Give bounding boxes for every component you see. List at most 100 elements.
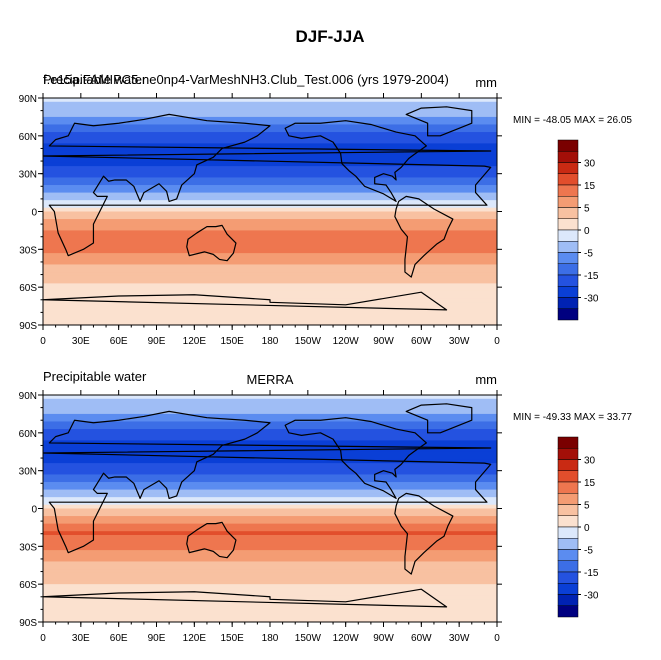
- contour-band: [43, 203, 497, 209]
- panel-2-units: mm: [475, 372, 497, 387]
- figure-title: DJF-JJA: [296, 27, 365, 46]
- colorbar-label: 0: [584, 523, 590, 534]
- contour-band: [43, 230, 497, 235]
- contour-band: [43, 215, 497, 220]
- contour-band: [43, 98, 497, 103]
- y-tick-label: 0: [31, 208, 37, 219]
- x-tick-label: 120E: [183, 336, 207, 347]
- contour-band: [43, 124, 497, 129]
- colorbar-box: [557, 184, 579, 197]
- contour-band: [43, 512, 497, 517]
- contour-band: [43, 226, 497, 232]
- contour-band: [43, 546, 497, 551]
- colorbar-box: [557, 504, 579, 516]
- contour-band: [43, 147, 497, 152]
- contour-band: [43, 268, 497, 273]
- contour-band: [43, 584, 497, 589]
- colorbar-box: [557, 538, 579, 550]
- colorbar-label: 15: [584, 478, 596, 489]
- contour-band: [43, 321, 497, 325]
- colorbar-box: [557, 549, 579, 561]
- contour-band: [43, 618, 497, 622]
- coastline: [43, 113, 492, 257]
- colorbar-label: 15: [584, 181, 596, 192]
- panel-2-center-title: MERRA: [247, 372, 294, 387]
- contour-band: [43, 207, 497, 213]
- contour-band: [43, 283, 497, 288]
- contour-band: [43, 317, 497, 322]
- contour-band: [43, 614, 497, 619]
- contour-band: [43, 395, 497, 400]
- contour-band: [43, 531, 497, 536]
- contour-band: [43, 550, 497, 555]
- x-tick-label: 120E: [183, 633, 207, 644]
- contour-band: [43, 516, 497, 521]
- contour-band: [43, 425, 497, 430]
- contour-band: [43, 429, 497, 434]
- contour-band: [43, 200, 497, 205]
- colorbar-box: [557, 583, 579, 595]
- x-tick-label: 90W: [373, 633, 394, 644]
- contour-band: [43, 162, 497, 167]
- colorbar-box: [557, 605, 579, 618]
- x-tick-label: 60E: [110, 633, 128, 644]
- y-tick-label: 30S: [19, 245, 37, 256]
- panel-1-center-title: f.e15a.FAMIPC5.ne0np4-VarMeshNH3.Club_Te…: [43, 72, 449, 87]
- coastline: [405, 106, 473, 137]
- contour-band: [43, 287, 497, 292]
- contour-band: [43, 169, 497, 175]
- colorbar-label: 0: [584, 226, 590, 237]
- y-tick-label: 90S: [19, 321, 37, 332]
- x-tick-label: 60W: [411, 336, 432, 347]
- coastline: [284, 417, 427, 500]
- contour-band: [43, 181, 497, 186]
- x-tick-label: 30W: [449, 633, 470, 644]
- colorbar-label: -15: [584, 271, 599, 282]
- panel-1: Precipitable water f.e15a.FAMIPC5.ne0np4…: [19, 72, 633, 347]
- contour-band: [43, 497, 497, 502]
- x-tick-label: 180: [262, 336, 279, 347]
- colorbar-label: -30: [584, 591, 599, 602]
- contour-band: [43, 237, 497, 243]
- panel-2-y-ticks: 90N 60N 30N 0 30S 60S 90S: [19, 391, 502, 629]
- contour-band: [43, 173, 497, 179]
- contour-band: [43, 275, 497, 281]
- panel-1-x-ticks: 0 30E 60E 90E 120E 150E 180 150W 120W 90W 60W 30W 0: [40, 93, 500, 347]
- colorbar-box: [557, 448, 579, 460]
- y-tick-label: 30N: [19, 170, 37, 181]
- contour-band: [43, 470, 497, 476]
- y-tick-label: 60S: [19, 580, 37, 591]
- x-tick-label: 180: [262, 633, 279, 644]
- contour-band: [43, 482, 497, 487]
- colorbar-label: -5: [584, 546, 593, 557]
- colorbar-label: -5: [584, 249, 593, 260]
- colorbar-box: [557, 151, 579, 163]
- colorbar-box: [557, 515, 579, 528]
- x-tick-label: 30W: [449, 336, 470, 347]
- contour-band: [43, 302, 497, 307]
- contour-band: [43, 166, 497, 171]
- panel-2-x-ticks: 0 30E 60E 90E 120E 150E 180 150W 120W 90W 60W 30W 0: [40, 390, 500, 644]
- colorbar-box: [557, 252, 579, 264]
- contour-band: [43, 109, 497, 114]
- contour-band: [43, 241, 497, 247]
- contour-band: [43, 444, 497, 449]
- y-tick-label: 90N: [19, 94, 37, 105]
- contour-band: [43, 279, 497, 284]
- contour-band: [43, 290, 497, 296]
- x-tick-label: 30E: [72, 336, 90, 347]
- colorbar-box: [557, 218, 579, 231]
- colorbar-box: [557, 526, 579, 539]
- panel-1-colorbar: 30 15 5 0 -5 -15 -30: [557, 139, 599, 321]
- contour-band: [43, 249, 497, 254]
- contour-band: [43, 256, 497, 262]
- contour-band: [43, 132, 497, 137]
- y-tick-label: 60N: [19, 429, 37, 440]
- contour-band: [43, 485, 497, 491]
- x-tick-label: 120W: [333, 336, 360, 347]
- contour-band: [43, 264, 497, 269]
- contour-band: [43, 561, 497, 566]
- y-tick-label: 60N: [19, 132, 37, 143]
- contour-band: [43, 309, 497, 315]
- contour-band: [43, 500, 497, 506]
